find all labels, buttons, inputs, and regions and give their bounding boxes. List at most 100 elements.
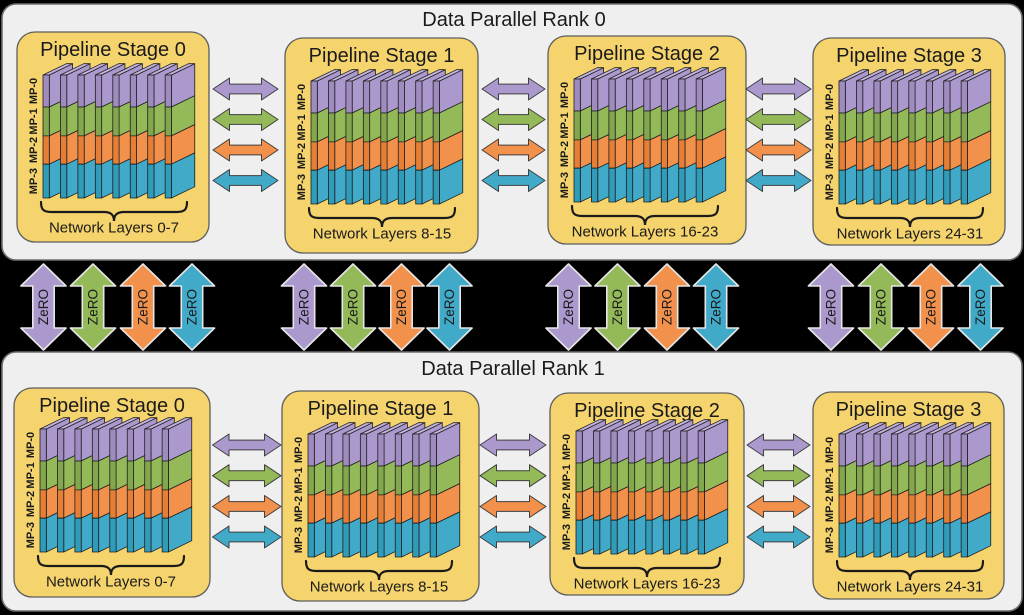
slab-front-MP-2 — [74, 489, 82, 519]
mp-label: MP-3 — [293, 527, 305, 553]
slab-front-MP-2 — [112, 135, 120, 165]
pipeline-arrow-MP-1 — [479, 464, 547, 488]
slab-front-MP-1 — [890, 112, 899, 143]
slab-front-MP-1 — [112, 106, 120, 137]
slab-front-MP-1 — [161, 460, 169, 491]
slab-front-MP-2 — [575, 491, 583, 521]
pipeline-stage-2: Pipeline Stage 2MP-0MP-1MP-2MP-3Network … — [549, 392, 745, 596]
zero-arrow-label: ZeRO — [346, 289, 361, 325]
slab-front-MP-3 — [873, 169, 881, 205]
network-layers-label: Network Layers 0-7 — [46, 574, 176, 591]
pipeline-arrow-MP-1 — [212, 108, 279, 131]
slab-front-MP-2 — [147, 135, 155, 165]
slab-front-MP-2 — [345, 141, 353, 171]
zero-arrow-label: ZeRO — [36, 289, 51, 325]
slab-front-MP-2 — [164, 135, 172, 165]
slab-front-MP-1 — [856, 112, 864, 143]
slab-front-MP-1 — [310, 112, 318, 143]
pipeline-arrow-MP-1 — [481, 108, 546, 131]
slab-front-MP-2 — [77, 135, 85, 165]
slab-front-MP-2 — [129, 135, 137, 165]
slab-front-MP-1 — [362, 112, 371, 143]
slab-front-MP-3 — [429, 522, 437, 558]
slab-front-MP-3 — [960, 522, 968, 558]
network-layers-label: Network Layers 24-31 — [837, 226, 984, 243]
slab-front-MP-1 — [429, 465, 437, 496]
zero-arrow-label: ZeRO — [874, 289, 889, 325]
slab-front-MP-2 — [342, 494, 350, 524]
slab-front-MP-3 — [91, 517, 100, 553]
slab-front-MP-3 — [591, 167, 599, 203]
slab-front-MP-3 — [412, 522, 420, 558]
slab-front-MP-0 — [342, 433, 350, 467]
pipeline-stage-2: Pipeline Stage 2MP-0MP-1MP-2MP-3Network … — [547, 35, 747, 245]
slab-front-MP-1 — [625, 110, 634, 141]
mp-label: MP-3 — [561, 524, 573, 550]
slab-front-MP-3 — [610, 519, 618, 555]
slab-front-MP-3 — [415, 169, 423, 205]
pipeline-stage-title: Pipeline Stage 3 — [836, 399, 982, 421]
slab-front-MP-2 — [838, 494, 846, 524]
zero-arrow-MP-1 — [69, 263, 117, 351]
slab-front-MP-1 — [627, 462, 636, 493]
slab-front-MP-1 — [960, 465, 968, 496]
slab-front-MP-0 — [74, 428, 82, 462]
slab-front-MP-2 — [109, 489, 117, 519]
slab-front-MP-1 — [575, 462, 583, 493]
inter-stage-arrows-2 — [746, 433, 811, 549]
pipeline-arrow-MP-1 — [212, 464, 282, 488]
network-layer-slab — [960, 422, 992, 558]
zero-arrow-label: ZeRO — [610, 289, 625, 325]
pipeline-stage-0: Pipeline Stage 0 MP-0 MP-1 MP-2 MP-3 Network … — [16, 31, 210, 243]
network-layers-label: Network Layers 8-15 — [310, 579, 448, 596]
mp-label: MP-1 — [28, 108, 40, 134]
slab-front-MP-0 — [697, 430, 705, 464]
pipeline-arrow-MP-3 — [212, 525, 282, 549]
slab-front-MP-3 — [77, 163, 85, 199]
mp-label: MP-0 — [559, 82, 571, 108]
slab-front-MP-2 — [943, 141, 951, 171]
zero-arrow-MP-2 — [907, 263, 955, 351]
slab-front-MP-1 — [610, 462, 618, 493]
slab-front-MP-3 — [593, 519, 601, 555]
data-parallel-rank-0: Data Parallel Rank 0 Pipeline Stage 0 MP-0… — [1, 3, 1023, 261]
pipeline-arrow-MP-0 — [481, 77, 546, 101]
slab-front-MP-2 — [960, 494, 968, 524]
slab-front-MP-1 — [660, 110, 668, 141]
layers-brace — [39, 200, 189, 222]
slab-front-MP-0 — [57, 428, 65, 462]
layers-brace — [307, 206, 457, 228]
zero-arrow-MP-2 — [643, 263, 691, 351]
slab-front-MP-2 — [610, 491, 618, 521]
slab-front-MP-3 — [680, 519, 688, 555]
mp-label: MP-0 — [824, 437, 836, 463]
mp-label: MP-0 — [293, 437, 305, 463]
slab-front-MP-0 — [890, 433, 899, 467]
zero-arrow-label: ZeRO — [973, 289, 988, 325]
slab-front-MP-3 — [645, 519, 653, 555]
slab-front-MP-2 — [873, 494, 881, 524]
slab-front-MP-0 — [573, 78, 581, 112]
zero-band: ZeRO ZeRO ZeRO ZeRO ZeRO ZeRO ZeRO ZeRO ZeRO ZeRO… — [20, 263, 1004, 351]
zero-arrow-label: ZeRO — [709, 289, 724, 325]
slab-front-MP-2 — [91, 489, 100, 519]
slab-front-MP-1 — [328, 112, 336, 143]
pipeline-arrow-MP-3 — [746, 525, 811, 549]
slab-front-MP-3 — [345, 169, 353, 205]
slab-front-MP-2 — [873, 141, 881, 171]
zero-arrow-label: ZeRO — [561, 289, 576, 325]
slab-front-MP-0 — [625, 78, 634, 112]
slab-front-MP-0 — [925, 433, 933, 467]
slab-front-MP-1 — [838, 112, 846, 143]
network-layers-label: Network Layers 16-23 — [574, 576, 721, 593]
slab-front-MP-3 — [856, 169, 864, 205]
mp-label: MP-2 — [25, 491, 37, 517]
slab-front-MP-1 — [908, 112, 916, 143]
slab-front-MP-2 — [856, 494, 864, 524]
network-layer-slab — [429, 422, 461, 558]
zero-arrow-MP-3 — [692, 263, 740, 351]
slab-front-MP-0 — [42, 74, 50, 108]
slab-front-MP-0 — [377, 433, 385, 467]
pipeline-arrow-MP-2 — [212, 495, 282, 518]
slab-front-MP-3 — [925, 522, 933, 558]
